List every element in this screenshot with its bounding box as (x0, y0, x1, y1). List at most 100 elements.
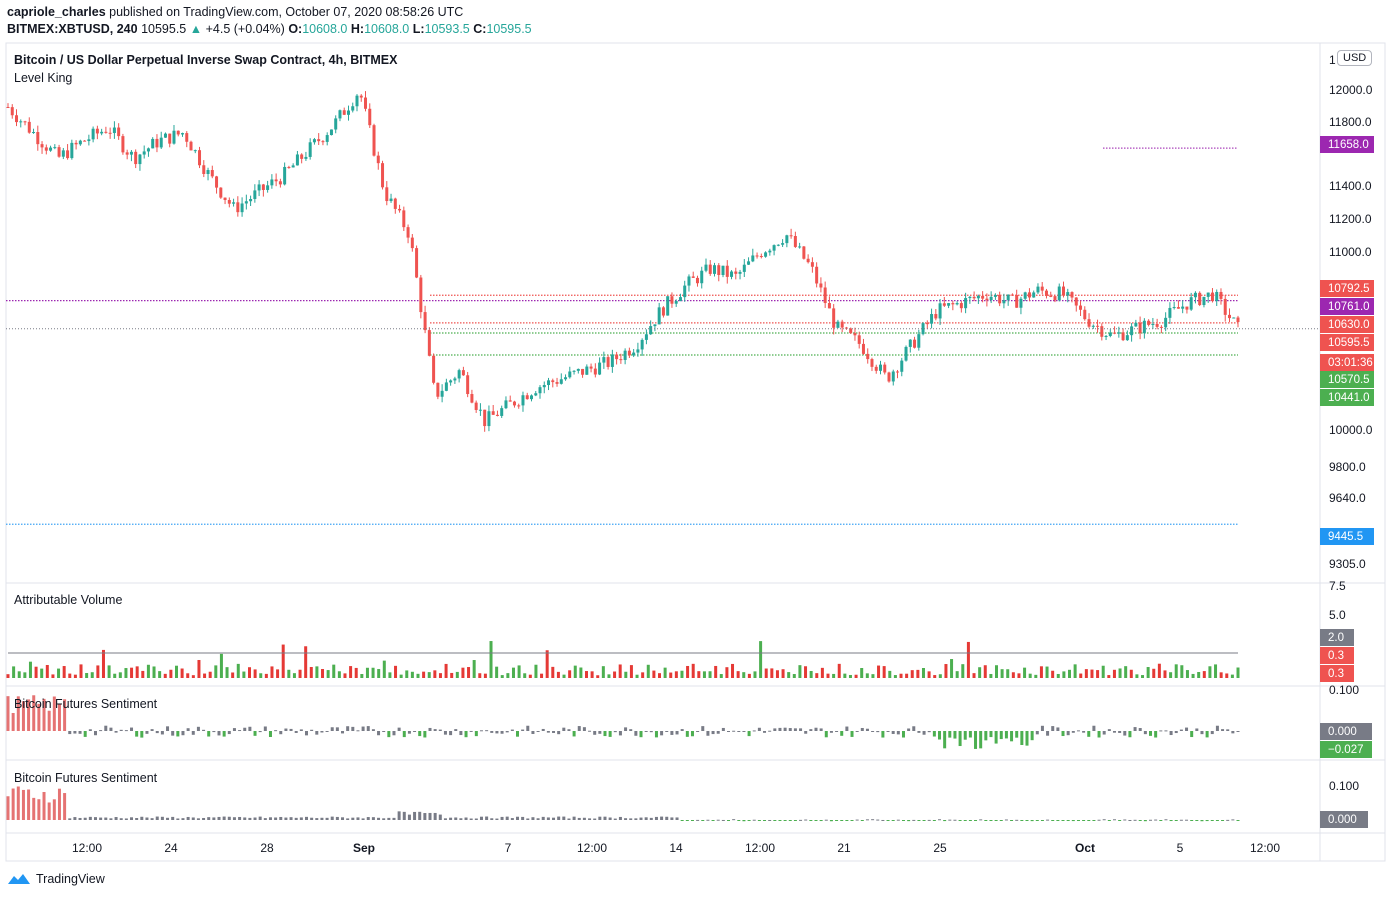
volume-bar (848, 674, 852, 678)
brand-name[interactable]: TradingView (36, 872, 105, 886)
candle-body (793, 235, 797, 247)
candle-body (717, 265, 721, 276)
time-axis[interactable]: 12:00 24 28 Sep 7 12:00 14 12:00 21 25 Oct 5 12:00 (72, 841, 1280, 855)
author-name[interactable]: capriole_charles (7, 5, 106, 19)
volume-bar (1118, 668, 1122, 678)
sentiment1-bar (958, 731, 962, 747)
sentiment2-bar (1138, 820, 1142, 821)
volume-bar (45, 664, 49, 678)
sentiment1-bar (37, 703, 41, 731)
sentiment1-tag-label: −0.027 (1328, 744, 1364, 756)
sentiment2-bar (809, 820, 813, 821)
candle-body (1172, 307, 1176, 309)
candle-body (785, 235, 789, 244)
sentiment2-bar (567, 818, 571, 820)
price-scale[interactable]: 12000.0 11800.0 11400.0 11200.0 11000.0 10000… (1320, 53, 1374, 828)
candle-body (674, 301, 678, 304)
sentiment2-bar (186, 816, 190, 820)
sentiment1-bar (701, 726, 705, 731)
candle-body (615, 354, 619, 360)
volume-bar (770, 668, 774, 678)
sentiment2-bar (47, 802, 51, 820)
candle-body (657, 307, 661, 325)
candle-body (1023, 292, 1027, 299)
sentiment1-bar (181, 731, 185, 736)
volume-bar (775, 670, 779, 678)
candle-body (210, 170, 214, 177)
sentiment1-bar (320, 731, 324, 733)
candle-body (959, 303, 963, 309)
currency-button[interactable]: USD (1337, 50, 1373, 66)
candle-body (1223, 298, 1227, 315)
sentiment2-bar (613, 818, 617, 820)
sentiment1-bar (850, 731, 854, 737)
volume-bar (405, 670, 409, 678)
sentiment1-bar (485, 730, 489, 732)
candle-body (827, 303, 831, 309)
candle-body (1049, 295, 1053, 297)
symbol-label[interactable]: BITMEX:XBTUSD, 240 (7, 22, 138, 36)
sentiment2-bar (176, 818, 180, 820)
change-value: +4.5 (+0.04%) (205, 22, 285, 36)
sentiment2-bar (443, 818, 447, 820)
sentiment1-bar (788, 728, 792, 731)
candle-body (449, 380, 453, 383)
sentiment1-bar (1200, 731, 1204, 735)
sentiment2-bar (546, 817, 550, 820)
sentiment2-bar (1076, 820, 1080, 821)
sentiment1-bar (474, 731, 478, 737)
volume-bar (624, 671, 628, 678)
sentiment2-bar (454, 817, 458, 820)
sentiment1-bar (1159, 730, 1163, 732)
sentiment2-bar (474, 818, 478, 820)
indicator-name[interactable]: Level King (14, 71, 72, 85)
sentiment2-bar (675, 817, 679, 820)
volume-bar (332, 664, 336, 678)
sentiment2-pane-title[interactable]: Bitcoin Futures Sentiment (14, 771, 158, 785)
sentiment1-bar (114, 731, 118, 733)
sentiment2-bar (901, 820, 905, 821)
candle-body (1151, 323, 1155, 325)
sentiment1-bar (366, 726, 370, 731)
volume-pane-title[interactable]: Attributable Volume (14, 593, 122, 607)
candle-body (1108, 332, 1112, 336)
candle-body (708, 264, 712, 274)
sentiment2-bar (207, 817, 211, 820)
candle-body (598, 362, 602, 375)
sentiment2-bar (634, 818, 638, 820)
candle-body (930, 314, 934, 324)
candle-body (100, 131, 104, 134)
sentiment2-bar (531, 817, 535, 820)
volume-bar (1163, 670, 1167, 678)
sentiment1-bar (994, 731, 998, 744)
volume-bar (719, 674, 723, 678)
sentiment1-pane-title[interactable]: Bitcoin Futures Sentiment (14, 697, 158, 711)
volume-bar (579, 667, 583, 678)
volume-bar (669, 672, 673, 678)
candle-body (491, 411, 495, 415)
sentiment2-bar (1102, 819, 1106, 821)
sentiment1-bar (680, 729, 684, 731)
volume-tag (1320, 665, 1354, 682)
sentiment1-bar (68, 731, 72, 735)
chart-title: Bitcoin / US Dollar Perpetual Inverse Sw… (14, 53, 398, 67)
sentiment1-bar (1205, 731, 1209, 738)
candle-body (40, 144, 44, 148)
volume-bar (1045, 666, 1049, 678)
volume-bar (253, 669, 257, 678)
candle-body (734, 271, 738, 274)
sentiment1-tick: 0.100 (1329, 683, 1359, 697)
candle-body (802, 246, 806, 259)
sentiment1-bar (891, 731, 895, 734)
sentiment1-bar (1087, 731, 1091, 737)
sentiment1-bar (727, 731, 731, 732)
candle-body (240, 203, 244, 213)
sentiment1-bar (330, 727, 334, 731)
sentiment2-bar (1051, 820, 1055, 821)
sentiment1-bar (577, 726, 581, 731)
sentiment1-bar (284, 728, 288, 731)
volume-bar (438, 673, 442, 678)
volume-bar (573, 665, 577, 678)
candle-body (1100, 326, 1104, 337)
